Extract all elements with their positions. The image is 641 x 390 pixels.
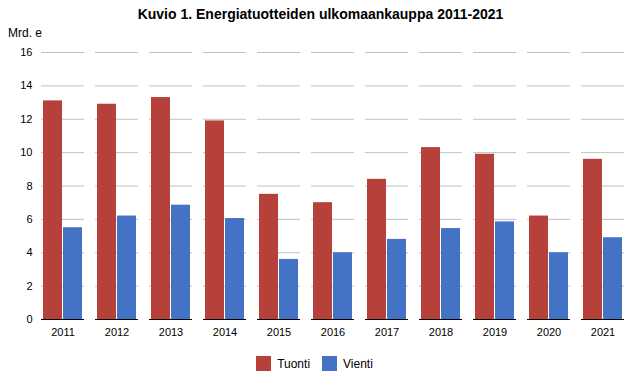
html-text:Mrd. e: Mrd. e [8,26,42,40]
svg-text:0: 0 [26,313,32,325]
svg-text:12: 12 [20,113,32,125]
html-text:Tuonti: Tuonti [277,356,310,371]
svg-text:2011: 2011 [51,326,75,338]
svg-text:10: 10 [20,146,32,158]
html-text:Vienti: Vienti [343,356,373,371]
svg-text:2014: 2014 [213,326,237,338]
svg-text:14: 14 [20,79,32,91]
svg-text:16: 16 [20,46,32,58]
svg-text:2015: 2015 [267,326,291,338]
svg-text:2013: 2013 [159,326,183,338]
html-text:Kuvio 1. Energiatuotteiden ulk: Kuvio 1. Energiatuotteiden ulkomaankaupp… [137,6,504,22]
svg-text:2: 2 [26,280,32,292]
svg-text:2018: 2018 [429,326,453,338]
svg-text:6: 6 [26,213,32,225]
svg-text:2021: 2021 [591,326,615,338]
svg-text:4: 4 [26,246,32,258]
svg-text:2016: 2016 [321,326,345,338]
svg-text:2017: 2017 [375,326,399,338]
svg-text:2020: 2020 [537,326,561,338]
svg-text:8: 8 [26,180,32,192]
svg-text:2019: 2019 [483,326,507,338]
svg-text:2012: 2012 [105,326,129,338]
